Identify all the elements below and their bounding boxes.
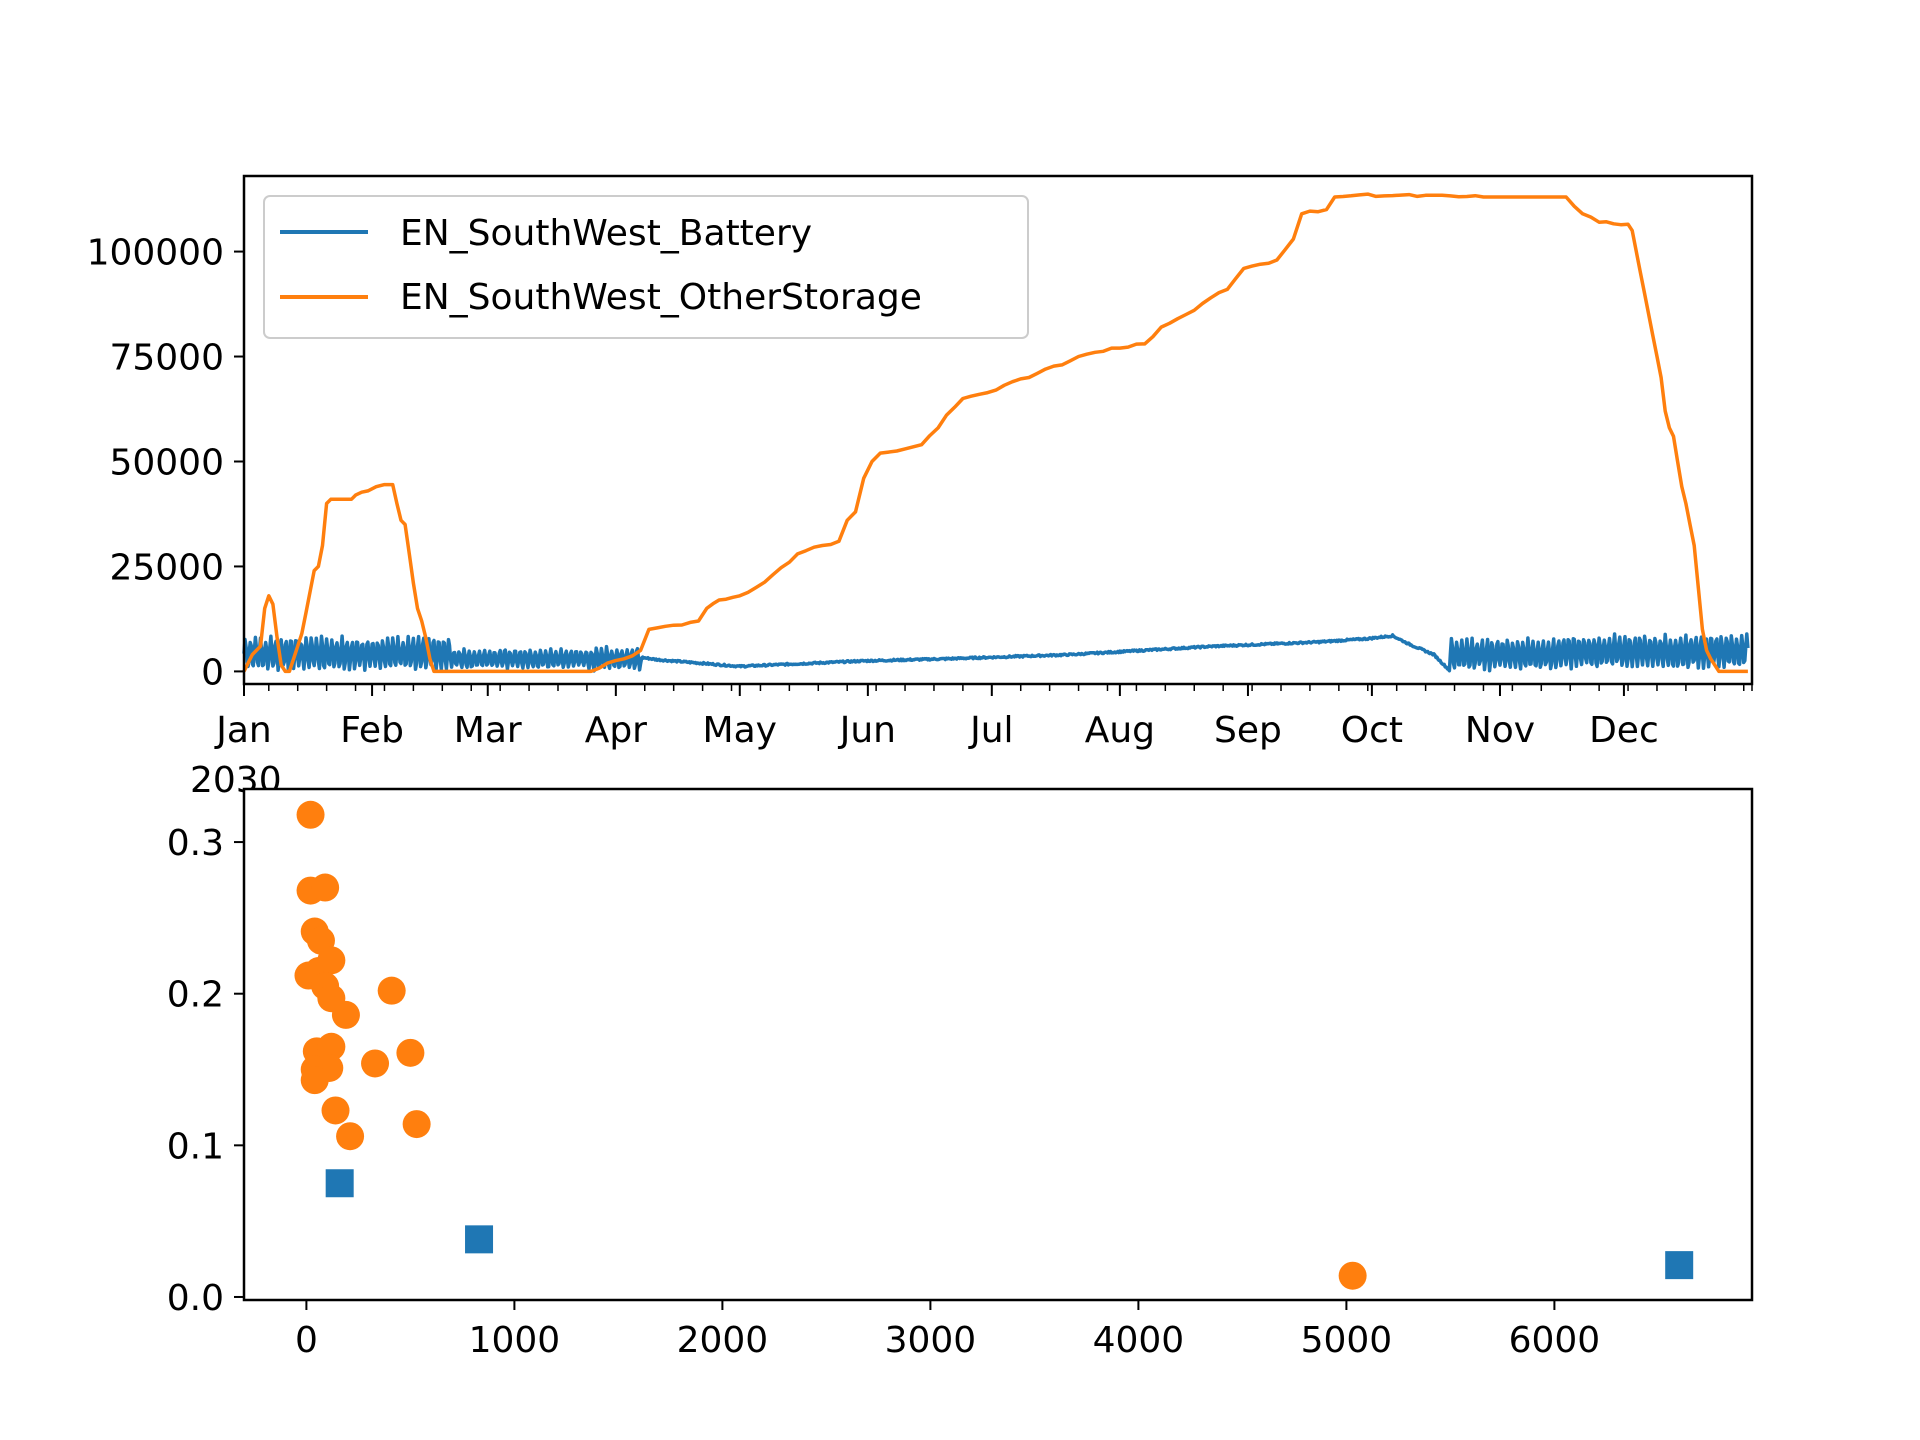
time-series-lines bbox=[242, 192, 1750, 674]
x-tick-label-month: Dec bbox=[1589, 710, 1659, 751]
scatter-points bbox=[294, 800, 1694, 1290]
legend: EN_SouthWest_Battery EN_SouthWest_OtherS… bbox=[263, 195, 1029, 339]
x-axis-month-ticks: Jan Feb Mar Apr May Jun Jul Aug Sep Oct Nov Dec bbox=[214, 684, 1753, 751]
series-line-otherstorage bbox=[242, 192, 1748, 674]
x-tick-label-month: May bbox=[703, 710, 777, 751]
y-tick-label: 0.2 bbox=[167, 975, 224, 1016]
x-tick-label-month: Jul bbox=[968, 710, 1013, 751]
scatter-point-circle bbox=[361, 1049, 390, 1078]
scatter-point-circle bbox=[1338, 1261, 1367, 1290]
y-axis-ticks: 0.0 0.1 0.2 0.3 bbox=[167, 823, 244, 1319]
scatter-point-square bbox=[325, 1169, 354, 1198]
y-tick-label: 0.1 bbox=[167, 1126, 224, 1167]
y-tick-label: 0 bbox=[201, 652, 224, 693]
x-tick-label: 5000 bbox=[1301, 1320, 1393, 1361]
x-tick-label-month: Sep bbox=[1214, 710, 1282, 751]
x-tick-label: 0 bbox=[295, 1320, 318, 1361]
scatter-point-circle bbox=[317, 946, 346, 975]
scatter-point-circle bbox=[402, 1110, 431, 1139]
scatter-point-circle bbox=[377, 976, 406, 1005]
scatter-point-circle bbox=[311, 873, 340, 902]
x-tick-label-month: Aug bbox=[1085, 710, 1155, 751]
scatter-point-square bbox=[1665, 1251, 1694, 1280]
y-tick-label: 0.0 bbox=[167, 1278, 224, 1319]
scatter-subplot: 0.0 0.1 0.2 0.3 0 1000 2000 3000 4000 5000 6000 bbox=[167, 787, 1754, 1361]
scatter-point-circle bbox=[321, 1096, 350, 1125]
y-tick-label: 50000 bbox=[109, 442, 224, 483]
legend-label-battery: EN_SouthWest_Battery bbox=[400, 213, 812, 254]
scatter-point-square bbox=[465, 1225, 494, 1254]
x-tick-label-month: Jun bbox=[838, 710, 896, 751]
plot-frame-bottom bbox=[242, 787, 1754, 1302]
x-tick-label-month: Apr bbox=[585, 710, 647, 751]
y-tick-label: 100000 bbox=[87, 233, 224, 274]
scatter-point-circle bbox=[331, 1000, 360, 1029]
x-tick-label-month: Mar bbox=[454, 710, 522, 751]
plot-frame-top bbox=[242, 174, 1754, 686]
scatter-point-circle bbox=[317, 1032, 346, 1061]
x-tick-label: 6000 bbox=[1509, 1320, 1601, 1361]
x-axis-ticks: 0 1000 2000 3000 4000 5000 6000 bbox=[295, 1300, 1600, 1361]
x-tick-label-month: Feb bbox=[340, 710, 404, 751]
y-tick-label: 75000 bbox=[109, 338, 224, 379]
scatter-point-circle bbox=[296, 800, 325, 829]
scatter-point-circle bbox=[396, 1038, 425, 1067]
x-tick-label: 1000 bbox=[469, 1320, 561, 1361]
series-line-battery bbox=[242, 632, 1750, 673]
legend-label-otherstorage: EN_SouthWest_OtherStorage bbox=[400, 277, 922, 318]
y-axis-ticks: 0 25000 50000 75000 100000 bbox=[87, 233, 244, 693]
y-tick-label: 25000 bbox=[109, 547, 224, 588]
y-tick-label: 0.3 bbox=[167, 823, 224, 864]
scatter-point-circle bbox=[336, 1122, 365, 1151]
x-tick-label-month: Nov bbox=[1465, 710, 1535, 751]
x-tick-label: 3000 bbox=[885, 1320, 977, 1361]
x-tick-label-month: Jan bbox=[214, 710, 272, 751]
time-series-subplot: 0 25000 50000 75000 100000 Jan Feb Mar Apr May Ju… bbox=[87, 174, 1754, 801]
scatter-point-circle bbox=[300, 1066, 329, 1095]
x-tick-label: 4000 bbox=[1093, 1320, 1185, 1361]
x-tick-label-month: Oct bbox=[1341, 710, 1403, 751]
x-tick-label: 2000 bbox=[677, 1320, 769, 1361]
